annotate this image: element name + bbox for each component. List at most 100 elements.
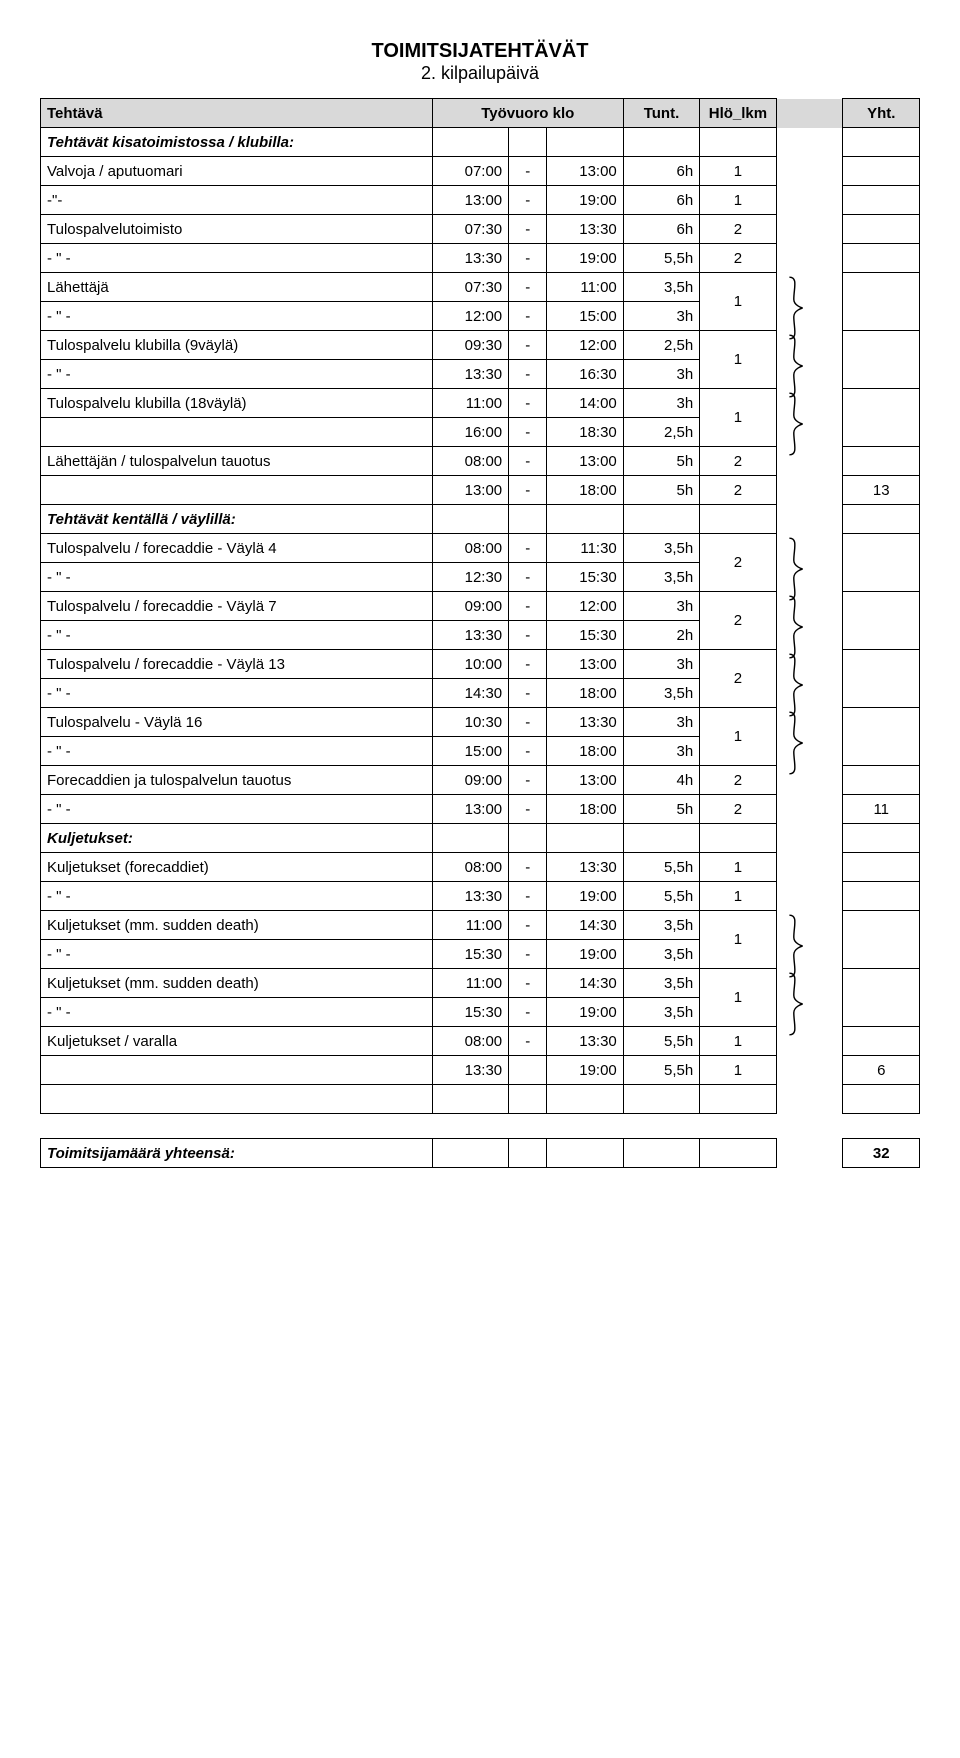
t2: 12:00 [547,592,623,621]
t2: 13:00 [547,157,623,186]
lkm: 2 [700,650,776,708]
dash: - [509,621,547,650]
section-label: Tehtävät kentällä / väylillä: [41,505,433,534]
task: Kuljetukset (mm. sudden death) [41,911,433,940]
col-shift: Työvuoro klo [432,99,623,128]
dash: - [509,157,547,186]
dash: - [509,389,547,418]
t1: 14:30 [432,679,508,708]
dur: 5,5h [623,1027,699,1056]
lkm: 2 [700,534,776,592]
task: - " - [41,795,433,824]
task: Tulospalvelu / forecaddie - Väylä 7 [41,592,433,621]
brace-icon [776,708,843,766]
table-row: Tulospalvelu klubilla (18väylä) 11:00 - … [41,389,920,418]
brace-icon [776,389,843,447]
section-label: Tehtävät kisatoimistossa / klubilla: [41,128,433,157]
t2: 12:00 [547,331,623,360]
t1: 13:30 [432,244,508,273]
dash: - [509,331,547,360]
t2: 13:30 [547,1027,623,1056]
task: Tulospalvelu - Väylä 16 [41,708,433,737]
t2: 11:00 [547,273,623,302]
task: Tulospalvelu klubilla (9väylä) [41,331,433,360]
dash: - [509,998,547,1027]
table-row: Kuljetukset (mm. sudden death) 11:00 - 1… [41,911,920,940]
header-row: Tehtävä Työvuoro klo Tunt. Hlö_lkm Yht. [41,99,920,128]
t1: 13:30 [432,1056,508,1085]
t2: 18:00 [547,795,623,824]
dur: 5h [623,447,699,476]
t1: 15:30 [432,998,508,1027]
t1: 07:00 [432,157,508,186]
dash: - [509,737,547,766]
dash: - [509,766,547,795]
table-row: Tulospalvelu / forecaddie - Väylä 4 08:0… [41,534,920,563]
dur: 3,5h [623,563,699,592]
task: Kuljetukset (forecaddiet) [41,853,433,882]
dur: 2,5h [623,418,699,447]
dash: - [509,882,547,911]
t2: 19:00 [547,186,623,215]
dash: - [509,795,547,824]
t1: 13:30 [432,882,508,911]
dash: - [509,360,547,389]
t2: 15:30 [547,563,623,592]
dash: - [509,679,547,708]
lkm: 1 [700,853,776,882]
dash: - [509,1027,547,1056]
table-row: Forecaddien ja tulospalvelun tauotus 09:… [41,766,920,795]
dash: - [509,563,547,592]
lkm: 2 [700,447,776,476]
task: Lähettäjä [41,273,433,302]
table-row: 13:00 - 18:00 5h 2 13 [41,476,920,505]
table-row: Tulospalvelu klubilla (9väylä) 09:30 - 1… [41,331,920,360]
lkm: 2 [700,244,776,273]
dur: 4h [623,766,699,795]
task: Tulospalvelu klubilla (18väylä) [41,389,433,418]
dash: - [509,186,547,215]
dur: 6h [623,215,699,244]
table-row: Kuljetukset (forecaddiet) 08:00 - 13:30 … [41,853,920,882]
t2: 13:00 [547,650,623,679]
section-label: Kuljetukset: [41,824,433,853]
dur: 3,5h [623,998,699,1027]
t1: 16:00 [432,418,508,447]
yht: 13 [843,476,920,505]
t2: 15:30 [547,621,623,650]
dash: - [509,592,547,621]
dur: 3h [623,302,699,331]
table-row: - " - 13:30 - 19:00 5,5h 1 [41,882,920,911]
lkm: 1 [700,1027,776,1056]
yht: 6 [843,1056,920,1085]
brace-icon [776,592,843,650]
t1: 11:00 [432,911,508,940]
t2: 19:00 [547,882,623,911]
task [41,418,433,447]
t1: 11:00 [432,389,508,418]
col-yht: Yht. [843,99,920,128]
task: - " - [41,882,433,911]
t1: 10:00 [432,650,508,679]
dash: - [509,244,547,273]
table-row: Tulospalvelu / forecaddie - Väylä 7 09:0… [41,592,920,621]
dur: 3,5h [623,940,699,969]
lkm: 1 [700,911,776,969]
total-value: 32 [843,1139,920,1168]
col-task: Tehtävä [41,99,433,128]
table-row: - " - 13:30 - 19:00 5,5h 2 [41,244,920,273]
col-dur: Tunt. [623,99,699,128]
t1: 11:00 [432,969,508,998]
dash: - [509,302,547,331]
dash [509,1056,547,1085]
t2: 11:30 [547,534,623,563]
t2: 19:00 [547,998,623,1027]
yht: 11 [843,795,920,824]
dur: 6h [623,186,699,215]
dur: 3h [623,592,699,621]
task [41,1056,433,1085]
t2: 13:30 [547,853,623,882]
t1: 12:30 [432,563,508,592]
t1: 13:30 [432,360,508,389]
t1: 08:00 [432,534,508,563]
